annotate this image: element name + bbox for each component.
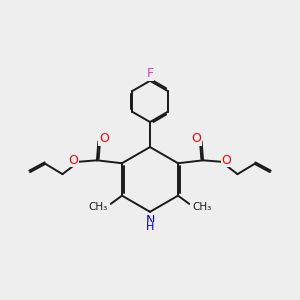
Text: F: F	[146, 67, 154, 80]
Text: O: O	[68, 154, 78, 167]
Text: CH₃: CH₃	[88, 202, 107, 212]
Text: O: O	[191, 132, 201, 145]
Text: H: H	[146, 222, 154, 232]
Text: O: O	[222, 154, 232, 167]
Text: N: N	[145, 214, 155, 226]
Text: O: O	[99, 132, 109, 145]
Text: CH₃: CH₃	[193, 202, 212, 212]
